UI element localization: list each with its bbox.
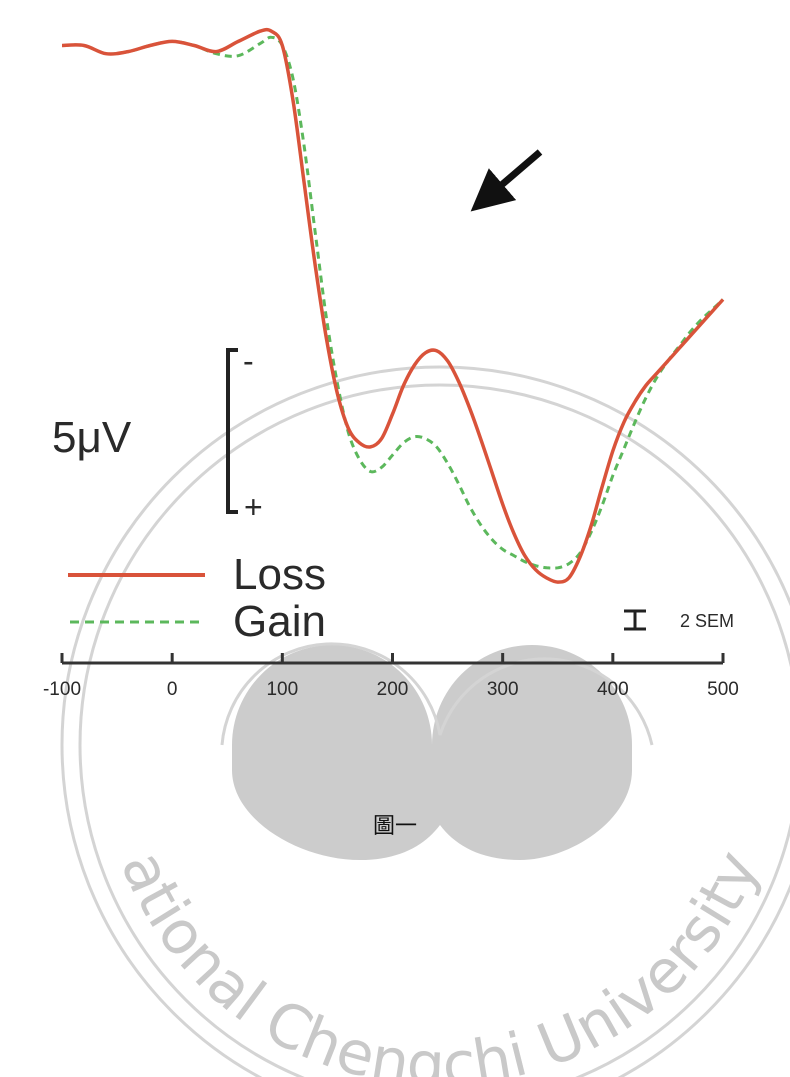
scale-positive-sign: + xyxy=(244,489,263,525)
scale-bar: 5μV - + xyxy=(52,343,263,525)
x-ticks: -100 0 100 200 300 400 500 xyxy=(43,653,739,700)
legend-label-gain: Gain xyxy=(233,597,326,646)
series-line-loss xyxy=(61,27,725,584)
x-axis: -100 0 100 200 300 400 500 xyxy=(43,653,739,700)
series-layer xyxy=(61,27,725,584)
x-tick-label: 100 xyxy=(266,679,298,700)
series-line-gain xyxy=(61,35,725,570)
sem-label: 2 SEM xyxy=(680,611,734,631)
scale-negative-sign: - xyxy=(243,343,254,379)
x-tick-label: 400 xyxy=(597,679,629,700)
x-tick-label: 0 xyxy=(167,679,178,700)
x-tick-label: 300 xyxy=(487,679,519,700)
x-tick-label: -100 xyxy=(43,679,81,700)
x-tick-label: 500 xyxy=(707,679,739,700)
university-seal-watermark: ational Chengchi University xyxy=(60,365,790,1077)
x-tick-label: 200 xyxy=(377,679,409,700)
scale-bar-label: 5μV xyxy=(52,413,132,462)
sem-error-bar-icon xyxy=(624,609,646,631)
annotation-arrow-icon xyxy=(470,149,543,212)
scale-bar-bracket xyxy=(226,348,238,514)
legend: Loss Gain xyxy=(68,550,326,646)
legend-label-loss: Loss xyxy=(233,550,326,599)
figure-caption: 圖一 xyxy=(373,814,417,839)
sem-indicator: 2 SEM xyxy=(624,609,734,631)
